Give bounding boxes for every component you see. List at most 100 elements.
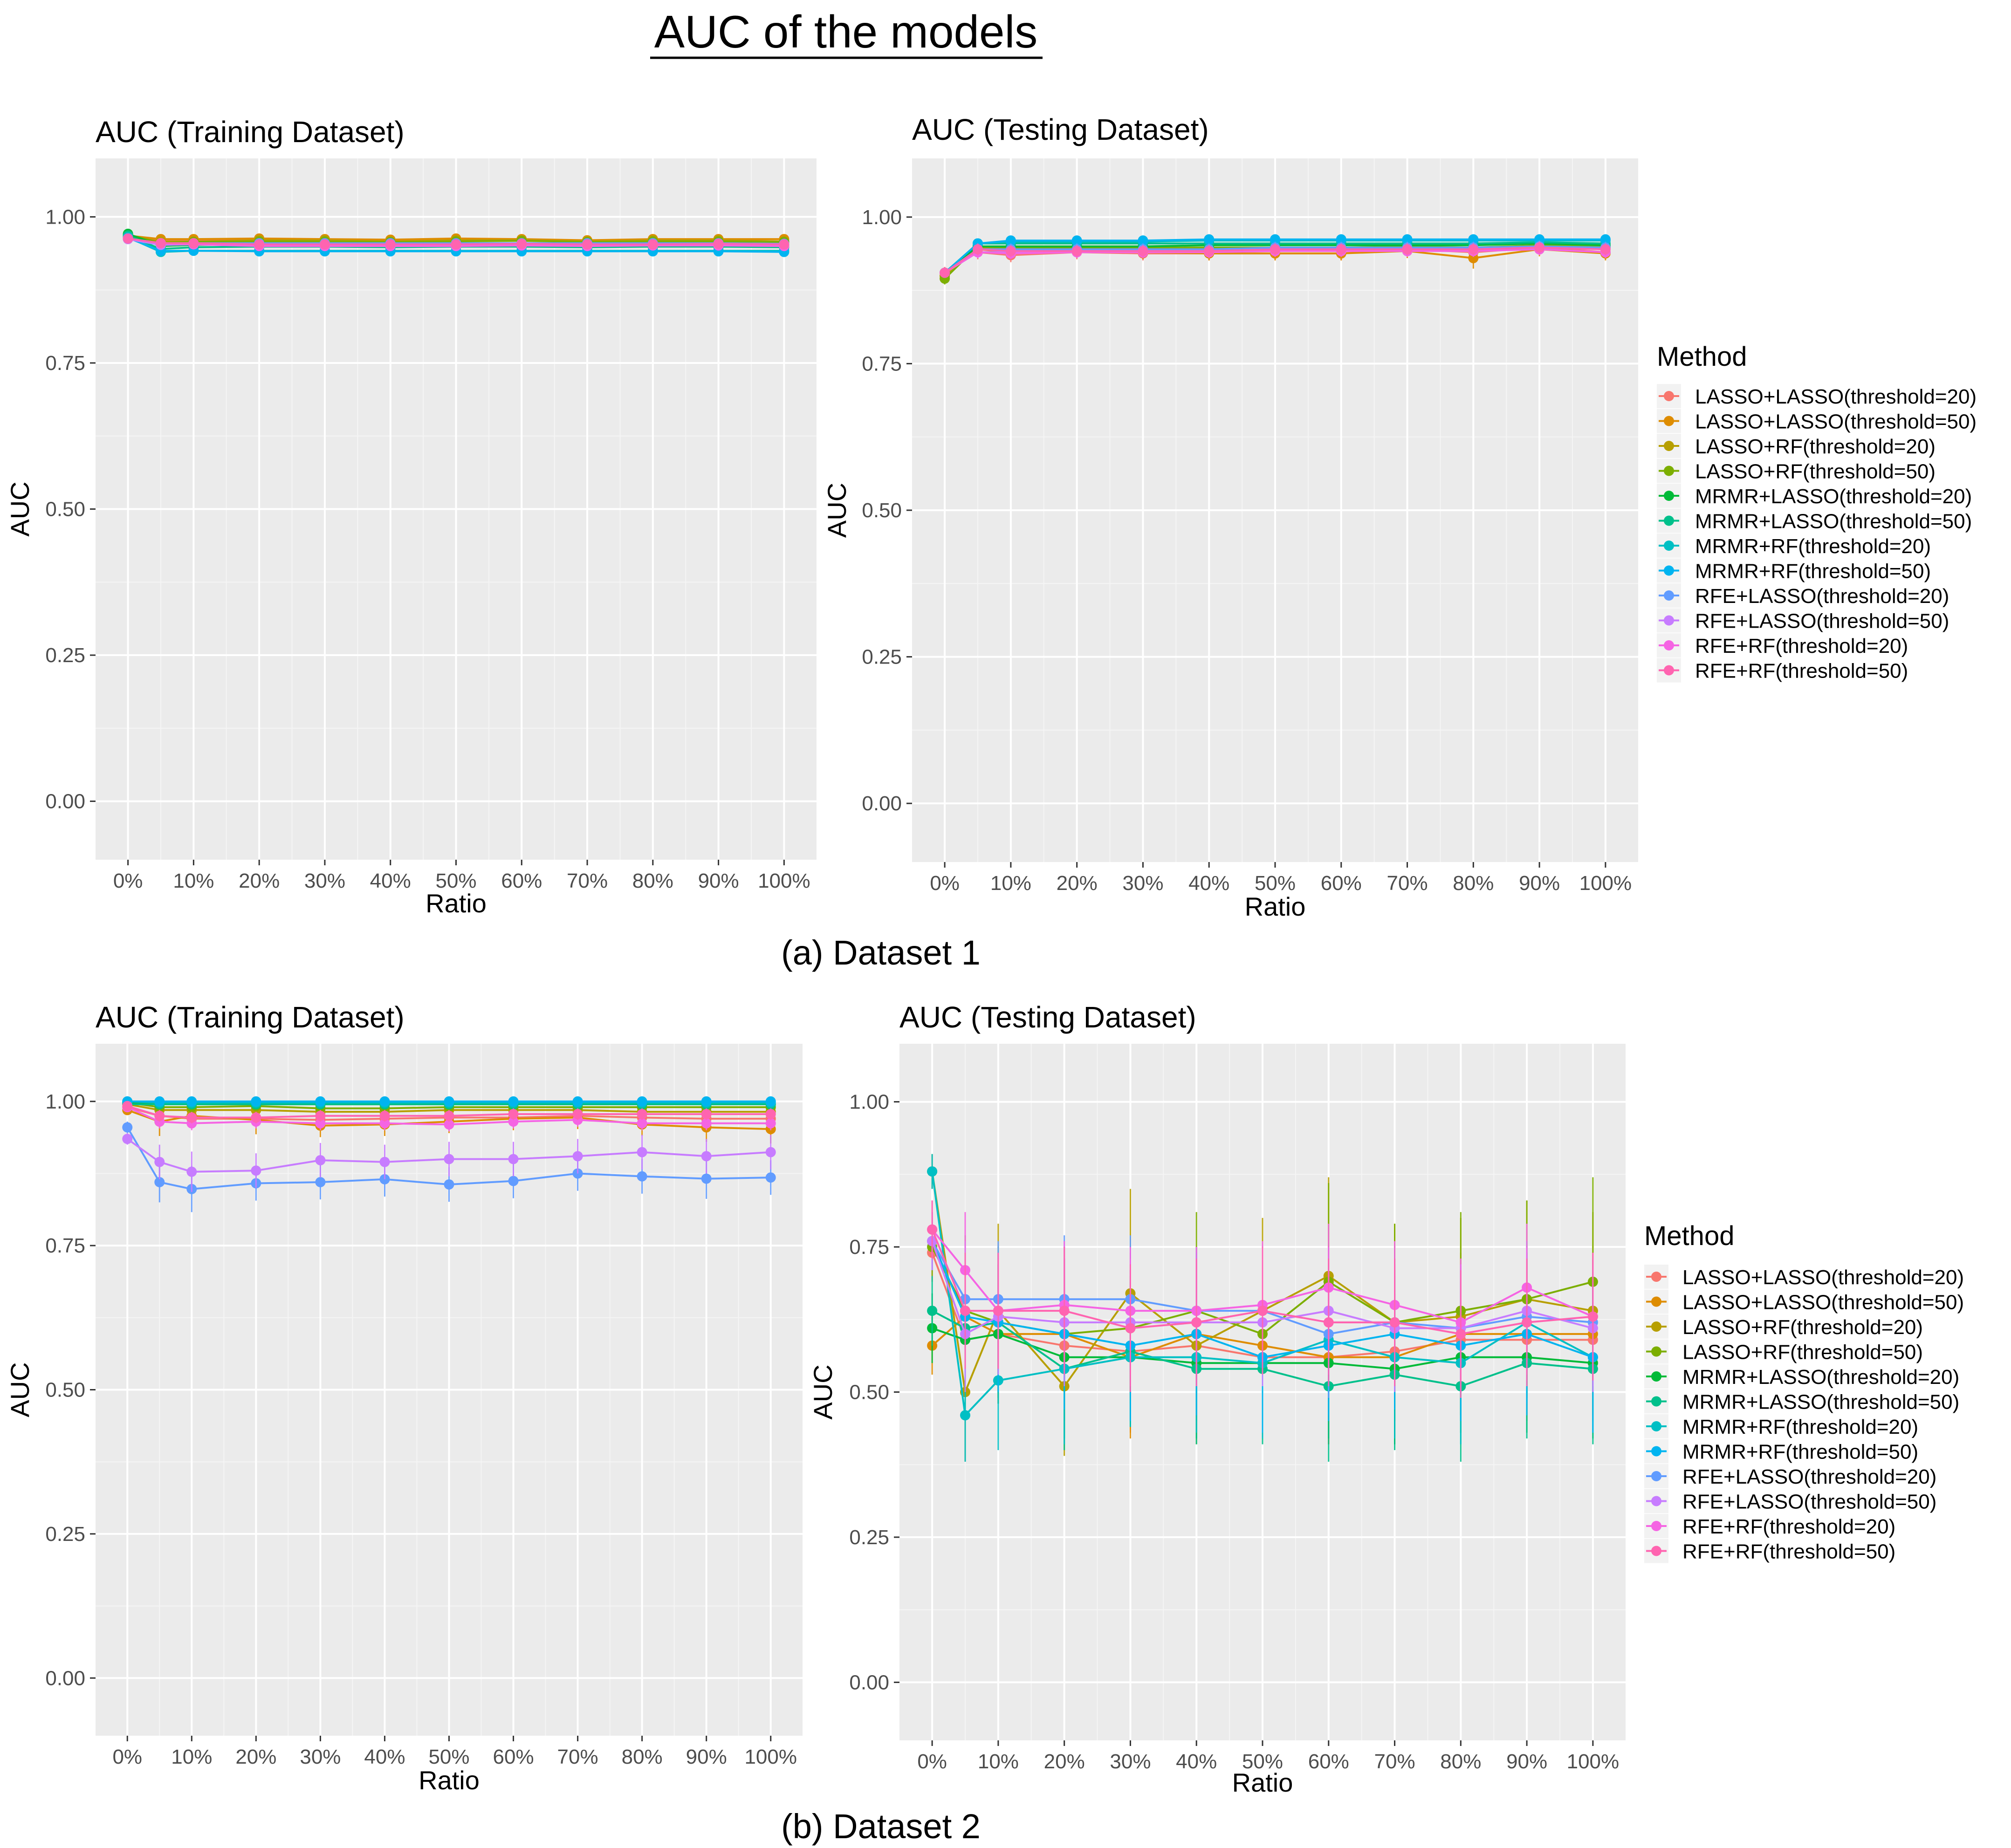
- series-rfe-rf-threshold-50-: [122, 1101, 776, 1123]
- series-rfe-rf-threshold-50-: [940, 241, 1611, 278]
- data-point: [960, 1306, 970, 1316]
- y-tick-label: 1.00: [45, 1090, 85, 1113]
- series-line: [931, 1171, 1593, 1396]
- legend-key-point: [1664, 615, 1674, 626]
- caption-dataset-2: (b) Dataset 2: [781, 1807, 981, 1846]
- data-point: [123, 233, 133, 244]
- panel-testing-dataset-1: 0.00 0.25 0.50 0.75 1.00 0% 10% 20% 30% 40% 50% 60%…: [822, 113, 1638, 921]
- data-point: [444, 1096, 454, 1107]
- legend-key-point: [1664, 541, 1674, 551]
- legend-label: LASSO+LASSO(threshold=20): [1695, 385, 1977, 408]
- data-point: [1257, 1306, 1268, 1316]
- y-tick-label: 0.25: [45, 644, 85, 667]
- data-point: [508, 1154, 519, 1164]
- y-axis-label: AUC: [808, 1364, 837, 1419]
- legend-label: LASSO+RF(threshold=20): [1695, 435, 1936, 458]
- y-axis-label: AUC: [5, 481, 34, 536]
- series-line: [931, 1229, 1593, 1324]
- legend-label: LASSO+LASSO(threshold=50): [1695, 411, 1977, 433]
- data-point: [765, 1118, 776, 1129]
- data-point: [637, 1096, 647, 1107]
- data-point: [637, 1109, 647, 1119]
- data-point: [940, 267, 950, 278]
- data-point: [927, 1306, 938, 1316]
- data-point: [637, 1147, 647, 1157]
- data-point: [1336, 234, 1346, 245]
- data-point: [188, 238, 199, 248]
- legend-key-point: [1651, 1396, 1661, 1407]
- series-line: [944, 240, 1606, 274]
- x-tick-label: 90%: [698, 869, 739, 892]
- series-line: [944, 241, 1606, 274]
- data-point: [154, 1177, 165, 1187]
- legend-key-point: [1651, 1296, 1661, 1307]
- series-line: [932, 1310, 1593, 1388]
- x-axis-label: Ratio: [1245, 892, 1306, 921]
- data-point: [186, 1166, 197, 1177]
- chart-title: AUC (Training Dataset): [96, 115, 405, 149]
- legend-title: Method: [1657, 342, 1747, 372]
- x-tick-label: 70%: [1374, 1750, 1415, 1773]
- data-point: [1468, 234, 1479, 245]
- x-tick-label: 0%: [113, 869, 143, 892]
- data-point: [186, 1112, 197, 1123]
- series-line: [931, 1229, 1593, 1335]
- legend-dataset-2: Method LASSO+LASSO(threshold=20)LASSO+LAS…: [1644, 1221, 1964, 1563]
- data-point: [508, 1116, 519, 1127]
- legend-key-point: [1651, 1446, 1661, 1457]
- chart-title: AUC (Training Dataset): [96, 1000, 405, 1034]
- legend-key-point: [1651, 1496, 1661, 1506]
- data-point: [254, 239, 265, 250]
- legend-key-point: [1664, 465, 1674, 476]
- x-axis-label: Ratio: [419, 1766, 480, 1795]
- legend-label: RFE+RF(threshold=50): [1695, 660, 1908, 683]
- x-tick-label: 80%: [1440, 1750, 1481, 1773]
- x-tick-label: 50%: [435, 869, 476, 892]
- legend-key-point: [1651, 1521, 1661, 1531]
- legend-key-point: [1664, 391, 1674, 401]
- series-mrmr-rf-threshold-50-: [122, 1096, 776, 1107]
- x-tick-label: 50%: [428, 1745, 469, 1768]
- y-tick-label: 0.75: [45, 352, 85, 375]
- legend-label: RFE+RF(threshold=20): [1695, 635, 1908, 657]
- legend-label: RFE+RF(threshold=20): [1682, 1515, 1895, 1538]
- data-point: [637, 1171, 647, 1182]
- data-point: [379, 1118, 390, 1129]
- data-point: [1534, 242, 1545, 253]
- legend-key-point: [1664, 515, 1674, 526]
- x-tick-label: 10%: [978, 1750, 1019, 1773]
- legend-label: MRMR+RF(threshold=20): [1695, 535, 1931, 558]
- data-point: [927, 1166, 938, 1177]
- legend-label: RFE+LASSO(threshold=50): [1695, 610, 1949, 633]
- x-tick-label: 0%: [930, 872, 960, 895]
- panel-training-dataset-2: 0.00 0.25 0.50 0.75 1.00 0% 10% 20% 30% 40% 50% 60%…: [5, 1000, 803, 1795]
- data-point: [1191, 1317, 1202, 1328]
- data-point: [1005, 235, 1016, 246]
- legend-key-point: [1664, 491, 1674, 501]
- data-point: [251, 1096, 261, 1107]
- data-point: [154, 1096, 165, 1107]
- x-tick-label: 40%: [1176, 1750, 1217, 1773]
- data-point: [960, 1410, 970, 1421]
- data-point: [156, 238, 166, 248]
- data-point: [701, 1109, 712, 1119]
- legend-label: LASSO+LASSO(threshold=50): [1682, 1291, 1964, 1314]
- data-point: [315, 1096, 326, 1107]
- legend-key-point: [1664, 640, 1674, 650]
- x-tick-label: 20%: [235, 1745, 276, 1768]
- data-point: [765, 1147, 776, 1157]
- y-axis-label: AUC: [5, 1362, 34, 1417]
- x-tick-label: 100%: [1567, 1750, 1620, 1773]
- series-line: [931, 1315, 1593, 1358]
- panel-testing-dataset-2: 0.00 0.25 0.50 0.75 1.00 0% 10% 20% 30% 40% 50% 60%…: [808, 1000, 1626, 1797]
- data-point: [572, 1109, 583, 1119]
- series-line: [128, 237, 784, 246]
- legend-key-point: [1651, 1371, 1661, 1382]
- data-point: [379, 1096, 390, 1107]
- y-axis-label: AUC: [822, 483, 851, 538]
- panel-training-dataset-1: 0.00 0.25 0.50 0.75 1.00 0% 10% 20% 30% 40% 50% 60%…: [5, 115, 817, 918]
- legend-label: MRMR+LASSO(threshold=20): [1682, 1366, 1959, 1389]
- x-tick-label: 90%: [686, 1745, 727, 1768]
- data-point: [444, 1179, 454, 1190]
- data-point: [251, 1165, 261, 1176]
